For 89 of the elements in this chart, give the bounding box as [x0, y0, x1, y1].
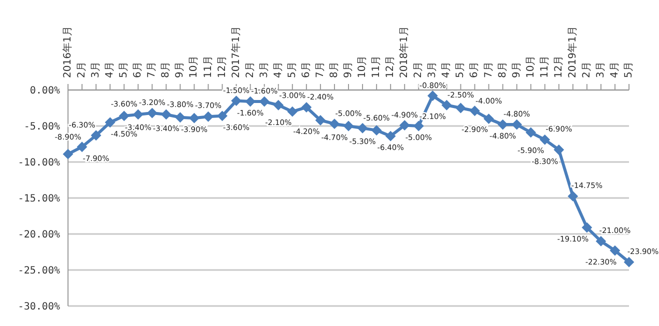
point — [554, 144, 564, 155]
point — [175, 112, 186, 122]
point — [372, 125, 382, 136]
x-tick-label: 3月 — [90, 62, 102, 78]
x-tick-label: 12月 — [216, 55, 228, 78]
x-tick-label: 9月 — [511, 62, 522, 78]
x-tick-label: 8月 — [328, 62, 340, 78]
point — [245, 96, 256, 107]
x-tick-label: 2月 — [244, 62, 256, 78]
point — [161, 109, 172, 120]
x-tick-label: 6月 — [300, 62, 312, 78]
point — [273, 100, 284, 110]
x-tick-label: 10月 — [188, 55, 200, 78]
x-tick-label: 2月 — [413, 62, 424, 78]
point — [358, 123, 368, 134]
point — [582, 222, 592, 233]
point — [119, 110, 130, 121]
x-tick-label: 8月 — [497, 62, 508, 78]
point — [133, 109, 144, 120]
x-tick-label: 7月 — [314, 62, 326, 78]
x-tick-label: 2016年1月 — [62, 26, 74, 78]
point — [512, 120, 522, 130]
point — [442, 100, 452, 110]
x-tick-label: 12月 — [553, 55, 564, 78]
point — [315, 115, 326, 126]
point — [624, 257, 634, 268]
x-tick-label: 4月 — [441, 62, 452, 78]
x-tick-label: 3月 — [427, 62, 438, 78]
point — [344, 121, 354, 131]
x-tick-label: 5月 — [624, 62, 634, 78]
point — [526, 127, 536, 138]
y-tick-label: -20.00% — [18, 230, 60, 241]
x-tick-label: 9月 — [174, 62, 186, 78]
x-tick-label: 12月 — [385, 55, 396, 78]
x-tick-label: 4月 — [272, 62, 284, 78]
x-tick-label: 3月 — [258, 62, 270, 78]
point — [259, 96, 270, 107]
point — [91, 130, 102, 140]
point — [105, 117, 116, 128]
point — [484, 114, 494, 124]
point — [414, 121, 424, 131]
point — [147, 108, 158, 118]
x-tick-label: 2月 — [581, 62, 592, 78]
point — [329, 118, 340, 129]
y-tick-label: -25.00% — [18, 266, 60, 277]
point — [428, 90, 438, 101]
point — [498, 120, 508, 130]
x-tick-label: 8月 — [160, 62, 172, 78]
point — [540, 134, 550, 145]
x-tick-label: 7月 — [146, 62, 158, 78]
x-tick-label: 2018年1月 — [398, 26, 410, 78]
point — [203, 112, 214, 122]
y-tick-label: 0.00% — [30, 86, 60, 97]
y-tick-label: -10.00% — [18, 158, 60, 169]
point — [568, 191, 578, 202]
x-tick-label: 3月 — [595, 62, 606, 78]
point — [231, 96, 242, 106]
x-tick-label: 2017年1月 — [230, 26, 242, 78]
x-tick-label: 10月 — [525, 55, 536, 78]
point — [386, 131, 396, 142]
y-tick-label: -5.00% — [24, 122, 60, 133]
y-tick-label: -15.00% — [18, 194, 60, 205]
point — [470, 106, 480, 116]
x-tick-label: 11月 — [371, 55, 382, 78]
point — [610, 246, 620, 256]
x-tick-label: 11月 — [202, 55, 214, 78]
x-tick-label: 6月 — [469, 62, 480, 78]
point — [400, 120, 410, 130]
point — [217, 110, 228, 121]
point — [456, 103, 466, 113]
x-tick-label: 2月 — [76, 62, 88, 78]
x-tick-label: 4月 — [609, 62, 620, 78]
x-tick-label: 9月 — [343, 62, 354, 78]
point — [287, 106, 298, 117]
x-tick-label: 5月 — [455, 62, 466, 78]
y-tick-label: -30.00% — [18, 302, 60, 313]
x-tick-label: 2019年1月 — [566, 26, 578, 78]
x-tick-label: 7月 — [483, 62, 494, 78]
x-tick-label: 6月 — [132, 62, 144, 78]
point — [189, 113, 200, 124]
x-tick-label: 5月 — [286, 62, 298, 78]
point — [77, 142, 88, 152]
x-tick-label: 11月 — [539, 55, 550, 78]
point — [63, 149, 73, 160]
point — [596, 236, 606, 246]
x-tick-label: 10月 — [357, 55, 368, 78]
point — [301, 102, 312, 112]
x-tick-label: 5月 — [118, 62, 130, 78]
x-tick-label: 4月 — [104, 62, 116, 78]
